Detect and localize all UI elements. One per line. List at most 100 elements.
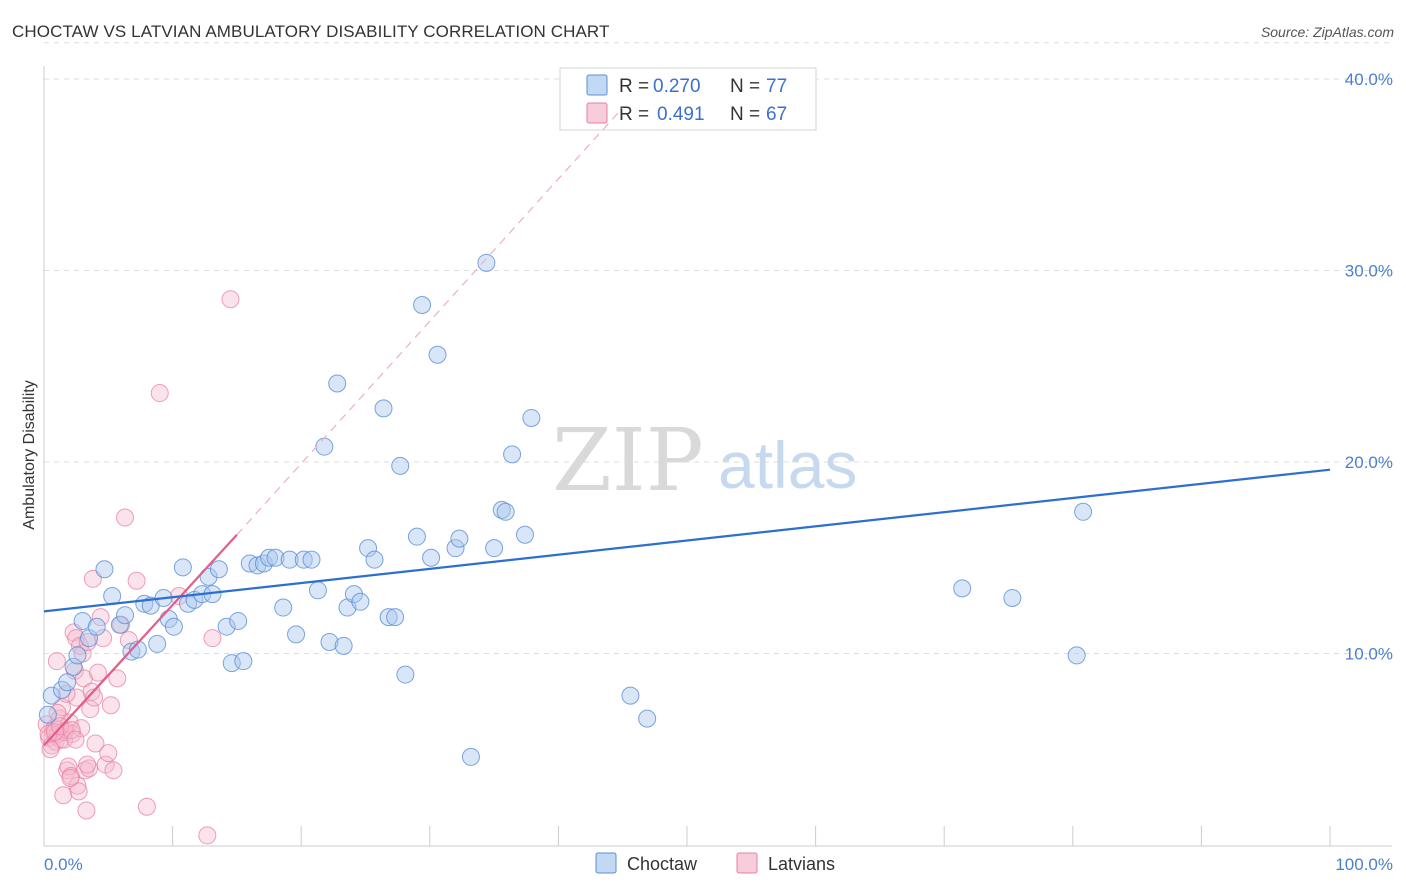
choctaw-point bbox=[953, 579, 972, 598]
x-tick-label-max: 100.0% bbox=[1335, 855, 1393, 874]
choctaw-point bbox=[308, 581, 327, 600]
choctaw-point bbox=[621, 686, 640, 705]
choctaw-point bbox=[428, 345, 447, 364]
latvian-point bbox=[108, 669, 127, 688]
chart-title: CHOCTAW VS LATVIAN AMBULATORY DISABILITY… bbox=[12, 22, 610, 41]
choctaw-point bbox=[477, 253, 496, 272]
latvian-point bbox=[99, 744, 118, 763]
choctaw-point bbox=[446, 539, 465, 558]
choctaw-point bbox=[328, 374, 347, 393]
latvian-point bbox=[137, 797, 156, 816]
choctaw-point bbox=[240, 554, 259, 573]
choctaw-point bbox=[344, 585, 363, 604]
latvian-point bbox=[41, 740, 60, 759]
latvian-point bbox=[83, 569, 102, 588]
choctaw-point bbox=[422, 548, 441, 567]
legend-n-label-latvians: N = bbox=[730, 104, 760, 125]
choctaw-point bbox=[287, 625, 306, 644]
y-tick-label: 40.0% bbox=[1345, 70, 1393, 89]
legend-r-label-latvians: R = bbox=[619, 104, 649, 125]
choctaw-point bbox=[365, 550, 384, 569]
y-tick-label: 10.0% bbox=[1345, 645, 1393, 664]
latvian-point bbox=[221, 290, 240, 309]
choctaw-point bbox=[58, 673, 77, 692]
choctaw-point bbox=[302, 550, 321, 569]
choctaw-points bbox=[38, 253, 1093, 766]
watermark-atlas: atlas bbox=[718, 428, 857, 502]
choctaw-point bbox=[407, 527, 426, 546]
latvian-point bbox=[78, 755, 97, 774]
latvian-point bbox=[54, 786, 73, 805]
choctaw-point bbox=[164, 617, 183, 636]
latvian-point bbox=[69, 782, 88, 801]
choctaw-point bbox=[461, 747, 480, 766]
choctaw-point bbox=[391, 456, 410, 475]
choctaw-point bbox=[64, 657, 83, 676]
choctaw-point bbox=[638, 709, 657, 728]
choctaw-point bbox=[274, 598, 293, 617]
choctaw-point bbox=[173, 558, 192, 577]
choctaw-point bbox=[386, 608, 405, 627]
choctaw-point bbox=[1067, 646, 1086, 665]
choctaw-point bbox=[315, 437, 334, 456]
bottom-legend-swatch-latvians bbox=[736, 852, 758, 874]
choctaw-point bbox=[116, 606, 135, 625]
choctaw-point bbox=[1003, 588, 1022, 607]
choctaw-point bbox=[351, 592, 370, 611]
bottom-legend-label-choctaw: Choctaw bbox=[627, 854, 698, 874]
choctaw-point bbox=[229, 611, 248, 630]
latvian-point bbox=[86, 734, 105, 753]
choctaw-point bbox=[87, 617, 106, 636]
latvian-point bbox=[119, 631, 138, 650]
choctaw-point bbox=[374, 399, 393, 418]
latvian-point bbox=[67, 688, 86, 707]
choctaw-point bbox=[359, 539, 378, 558]
latvian-points bbox=[37, 290, 240, 845]
latvian-point bbox=[89, 663, 108, 682]
latvian-point bbox=[47, 652, 66, 671]
choctaw-point bbox=[522, 408, 541, 427]
latvian-point bbox=[77, 801, 96, 820]
watermark: ZIP atlas bbox=[552, 411, 857, 511]
trendlines bbox=[43, 107, 1331, 747]
watermark-zip: ZIP bbox=[552, 411, 704, 511]
latvian-point bbox=[127, 571, 146, 590]
choctaw-point bbox=[266, 548, 285, 567]
chart-source: Source: ZipAtlas.com bbox=[1260, 24, 1394, 40]
choctaw-point bbox=[234, 652, 253, 671]
legend-n-label-choctaw: N = bbox=[730, 76, 760, 97]
y-tick-labels: 10.0% 20.0% 30.0% 40.0% bbox=[1345, 70, 1393, 664]
latvian-point bbox=[94, 629, 113, 648]
choctaw-point bbox=[95, 560, 114, 579]
latvian-point bbox=[101, 696, 120, 715]
latvian-point bbox=[91, 608, 110, 627]
latvian-point bbox=[116, 508, 135, 527]
choctaw-trendline bbox=[43, 468, 1331, 613]
choctaw-point bbox=[254, 554, 273, 573]
choctaw-point bbox=[413, 295, 432, 314]
latvian-point bbox=[62, 721, 81, 740]
choctaw-point bbox=[110, 615, 129, 634]
correlation-legend: R = 0.270 N = 77 R = 0.491 N = 67 bbox=[559, 67, 817, 131]
choctaw-point bbox=[503, 445, 522, 464]
choctaw-point bbox=[485, 539, 504, 558]
latvian-point bbox=[150, 384, 169, 403]
choctaw-point bbox=[320, 633, 339, 652]
choctaw-point bbox=[334, 636, 353, 655]
y-tick-label: 30.0% bbox=[1345, 262, 1393, 281]
legend-swatch-latvians bbox=[586, 102, 608, 124]
latvian-point bbox=[60, 713, 79, 732]
series-legend: Choctaw Latvians bbox=[595, 852, 835, 874]
legend-swatch-choctaw bbox=[586, 74, 608, 96]
choctaw-point bbox=[38, 705, 57, 724]
latvian-point bbox=[203, 629, 222, 648]
choctaw-point bbox=[1074, 502, 1093, 521]
legend-r-value-latvians: 0.491 bbox=[657, 104, 705, 125]
legend-r-label-choctaw: R = bbox=[619, 76, 649, 97]
latvian-point bbox=[104, 761, 123, 780]
bottom-legend-swatch-choctaw bbox=[595, 852, 617, 874]
choctaw-point bbox=[280, 550, 299, 569]
gridlines bbox=[44, 42, 1392, 654]
y-axis-label: Ambulatory Disability bbox=[21, 380, 38, 529]
